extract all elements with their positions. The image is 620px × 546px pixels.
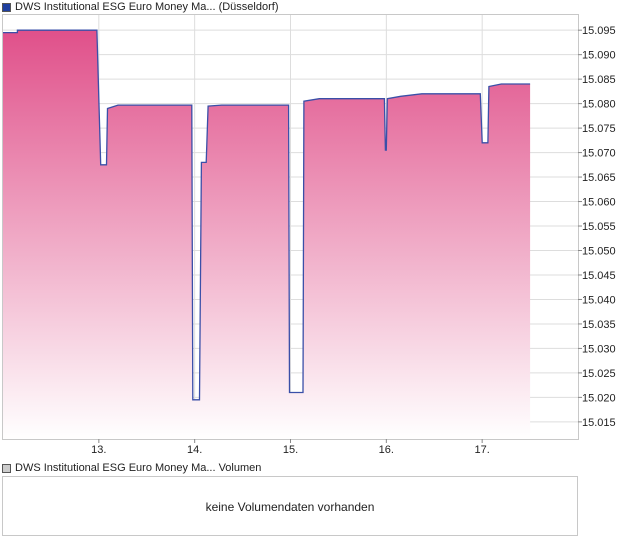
volume-panel: keine Volumendaten vorhanden <box>2 476 578 536</box>
y-tick-label: 15.020 <box>582 392 616 404</box>
y-tick-label: 15.075 <box>582 123 616 135</box>
price-legend-label: DWS Institutional ESG Euro Money Ma... (… <box>15 1 279 13</box>
y-tick-label: 15.080 <box>582 99 616 111</box>
y-tick-label: 15.025 <box>582 368 616 380</box>
x-tick-label: 15. <box>283 444 298 456</box>
y-tick-label: 15.030 <box>582 343 616 355</box>
y-tick-label: 15.045 <box>582 270 616 282</box>
volume-legend: DWS Institutional ESG Euro Money Ma... V… <box>2 461 261 475</box>
y-tick-label: 15.070 <box>582 148 616 160</box>
x-tick-label: 16. <box>379 444 394 456</box>
volume-legend-label: DWS Institutional ESG Euro Money Ma... V… <box>15 462 262 474</box>
y-tick-label: 15.035 <box>582 319 616 331</box>
y-tick-label: 15.050 <box>582 246 616 258</box>
x-tick-label: 17. <box>475 444 490 456</box>
price-legend: DWS Institutional ESG Euro Money Ma... (… <box>2 0 278 14</box>
x-tick-label: 14. <box>187 444 202 456</box>
y-axis-ticks: 15.015 15.020 15.025 15.030 15.035 15.040 15.0… <box>578 25 616 429</box>
y-tick-label: 15.065 <box>582 172 616 184</box>
price-legend-swatch <box>2 2 11 12</box>
y-tick-label: 15.095 <box>582 25 616 37</box>
price-chart: 13. 14. 15. 16. 17. 15.015 15.020 15.025 15.030… <box>2 14 616 456</box>
price-area <box>3 30 531 439</box>
y-tick-label: 15.060 <box>582 197 616 209</box>
volume-legend-swatch <box>2 463 11 473</box>
y-tick-label: 15.085 <box>582 74 616 86</box>
x-axis-ticks: 13. 14. 15. 16. 17. <box>91 439 490 456</box>
y-tick-label: 15.015 <box>582 417 616 429</box>
x-tick-label: 13. <box>91 444 106 456</box>
y-tick-label: 15.090 <box>582 50 616 62</box>
price-line <box>3 29 531 401</box>
volume-empty-message: keine Volumendaten vorhanden <box>205 500 375 514</box>
y-tick-label: 15.055 <box>582 221 616 233</box>
y-tick-label: 15.040 <box>582 294 616 306</box>
